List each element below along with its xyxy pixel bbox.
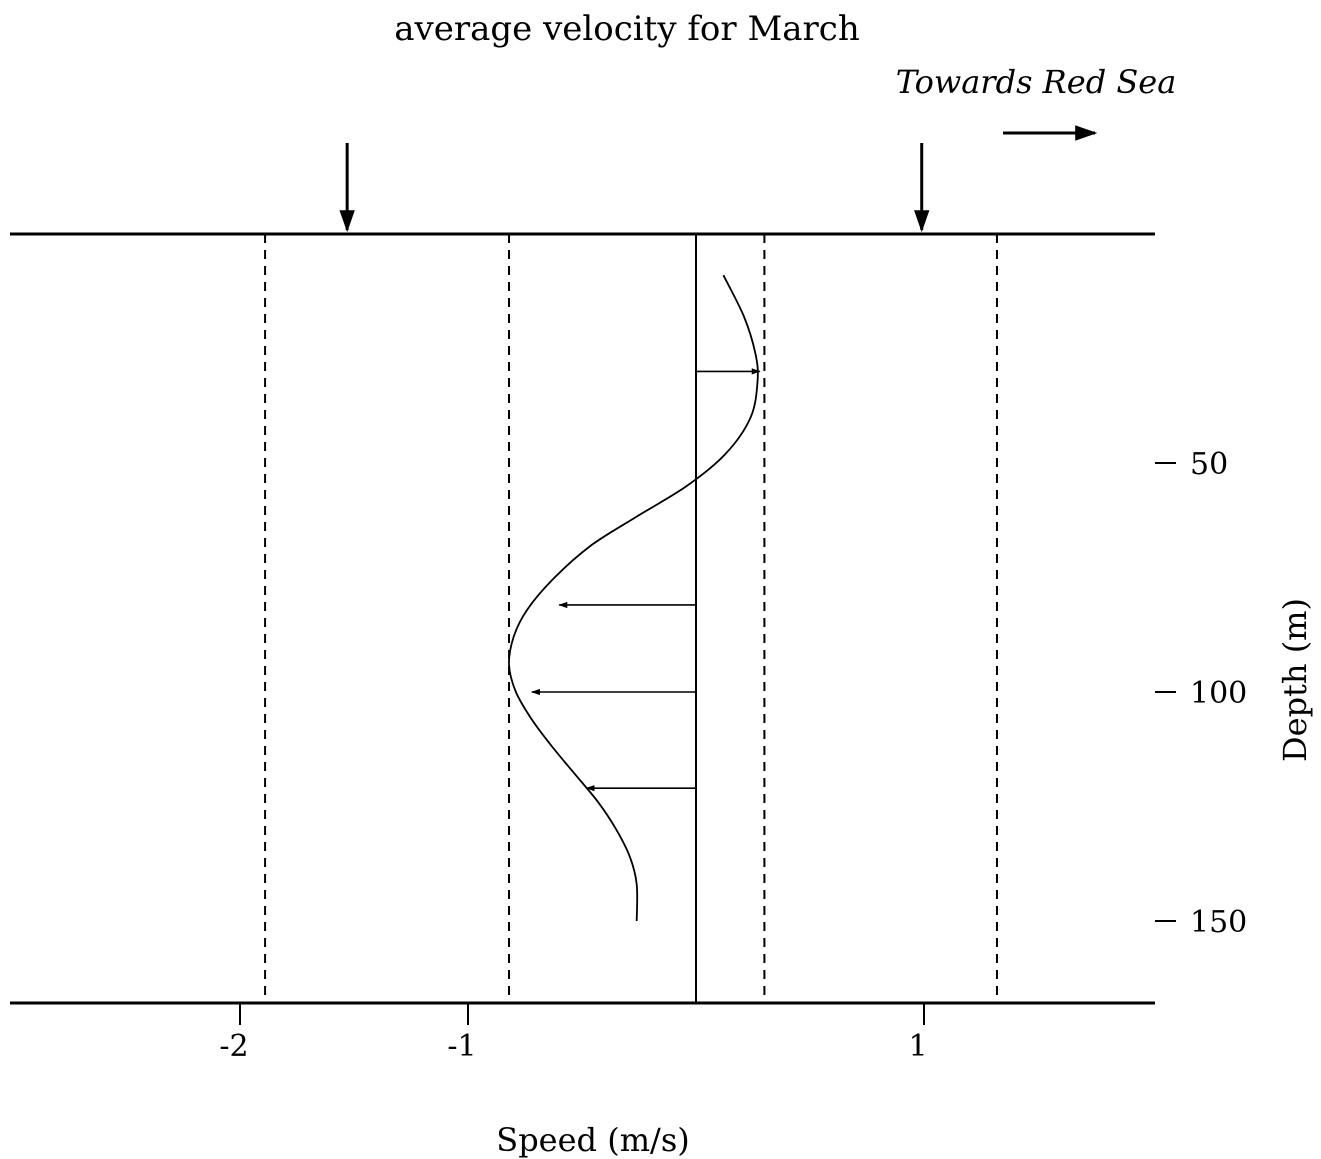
x-axis-ticks: -2 -1 1 xyxy=(219,1003,928,1064)
velocity-arrows xyxy=(530,368,761,792)
y-tick-label: 150 xyxy=(1190,905,1247,940)
y-axis-ticks: 50 100 150 xyxy=(1155,447,1247,940)
y-tick-label: 50 xyxy=(1190,447,1228,482)
x-tick-label: -1 xyxy=(447,1029,476,1064)
chart-title: average velocity for March xyxy=(394,9,859,49)
velocity-profile-curve xyxy=(508,274,759,922)
x-tick-label: -2 xyxy=(219,1029,248,1064)
top-marker-arrows xyxy=(339,143,930,233)
y-axis-label: Depth (m) xyxy=(1276,598,1314,762)
x-axis-label: Speed (m/s) xyxy=(496,1121,689,1159)
x-tick-label: 1 xyxy=(908,1029,927,1064)
direction-annotation: Towards Red Sea xyxy=(896,63,1177,101)
dashed-reference-lines xyxy=(264,234,998,1003)
y-tick-label: 100 xyxy=(1190,676,1247,711)
